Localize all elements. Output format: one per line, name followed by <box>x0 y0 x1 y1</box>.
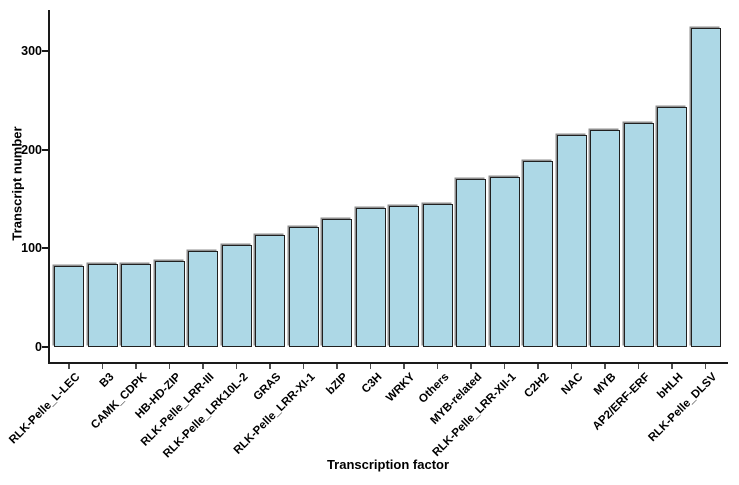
bar <box>556 134 587 347</box>
x-tick <box>470 364 472 369</box>
x-tick <box>235 364 238 369</box>
bar <box>54 266 85 347</box>
y-tick-label: 300 <box>21 43 42 58</box>
bar <box>590 129 621 347</box>
bar <box>87 264 118 347</box>
bar <box>188 251 219 347</box>
y-tick-label: 0 <box>35 340 42 354</box>
x-category-label: bHLH <box>655 371 686 402</box>
x-axis-title: Transcription factor <box>326 457 450 472</box>
bar <box>422 203 453 347</box>
bar <box>690 28 721 347</box>
x-tick <box>269 364 271 369</box>
y-tick-label: 200 <box>21 142 42 157</box>
x-tick <box>101 364 104 369</box>
x-tick <box>503 364 506 369</box>
x-category-label: RLK-Pelle_L-LEC <box>7 371 83 447</box>
x-tick <box>537 364 539 369</box>
x-tick <box>403 364 405 369</box>
bar <box>456 179 487 347</box>
y-tick <box>42 346 48 348</box>
x-category-label: bZIP <box>324 371 351 398</box>
bar <box>221 245 252 347</box>
y-tick <box>42 247 48 250</box>
x-category-label: MYB <box>591 371 619 398</box>
x-category-label: C3H <box>359 371 385 396</box>
x-tick <box>369 364 372 369</box>
y-axis-line <box>48 10 50 364</box>
y-tick-label: 100 <box>21 241 42 256</box>
bar <box>657 107 688 347</box>
bar <box>489 177 520 347</box>
x-category-label: B3 <box>97 371 117 390</box>
x-tick <box>671 364 673 369</box>
x-tick <box>637 364 640 369</box>
bar <box>322 218 353 347</box>
x-category-label: NAC <box>558 371 586 398</box>
y-axis-title: Transcript number <box>9 125 25 241</box>
x-tick <box>604 364 606 369</box>
x-tick <box>135 364 137 369</box>
x-tick <box>168 364 171 369</box>
x-tick <box>436 364 439 369</box>
x-tick <box>570 364 573 369</box>
y-tick <box>42 49 48 52</box>
y-axis-title-box: Transcript number <box>4 0 30 366</box>
bar <box>255 234 286 347</box>
bar <box>121 264 152 347</box>
y-tick <box>42 148 48 151</box>
bar <box>288 226 319 347</box>
x-tick <box>704 364 707 369</box>
bar <box>623 123 654 347</box>
bar <box>523 160 554 347</box>
x-tick <box>336 364 338 369</box>
x-tick <box>202 364 204 369</box>
x-tick <box>68 364 70 369</box>
bar <box>154 261 185 347</box>
x-tick <box>302 364 305 369</box>
x-category-label: WRKY <box>384 371 418 405</box>
bar <box>355 207 386 347</box>
x-category-label: C2H2 <box>522 371 552 401</box>
bar <box>389 205 420 347</box>
x-category-label: GRAS <box>251 371 284 403</box>
x-axis-line <box>48 362 728 364</box>
